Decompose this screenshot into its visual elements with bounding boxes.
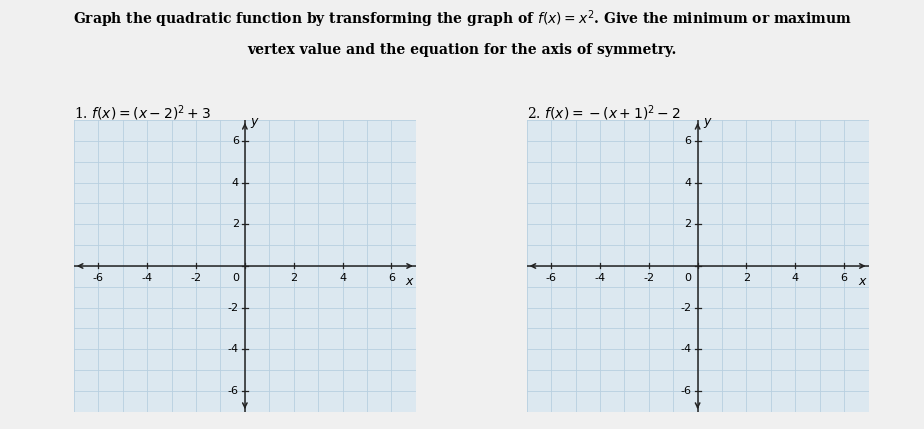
- Text: $x$: $x$: [857, 275, 868, 288]
- Text: -6: -6: [92, 273, 103, 283]
- Text: 4: 4: [339, 273, 346, 283]
- Text: -2: -2: [227, 302, 238, 313]
- Text: -4: -4: [141, 273, 152, 283]
- Text: 4: 4: [232, 178, 238, 187]
- Text: -6: -6: [227, 386, 238, 396]
- Text: $y$: $y$: [249, 116, 260, 130]
- Text: 2. $f(x) = -(x + 1)^2 - 2$: 2. $f(x) = -(x + 1)^2 - 2$: [527, 103, 680, 123]
- Text: 4: 4: [792, 273, 799, 283]
- Text: 1. $f(x) = (x - 2)^2 + 3$: 1. $f(x) = (x - 2)^2 + 3$: [74, 103, 211, 123]
- Text: 0: 0: [232, 273, 238, 283]
- Text: -4: -4: [227, 344, 238, 354]
- Text: 6: 6: [232, 136, 238, 146]
- Text: vertex value and the equation for the axis of symmetry.: vertex value and the equation for the ax…: [248, 43, 676, 57]
- Text: -4: -4: [594, 273, 605, 283]
- Text: -4: -4: [680, 344, 691, 354]
- Text: Graph the quadratic function by transforming the graph of $f(x) = x^2$. Give the: Graph the quadratic function by transfor…: [73, 9, 851, 30]
- Text: $y$: $y$: [702, 116, 712, 130]
- Text: $x$: $x$: [405, 275, 415, 288]
- Text: 2: 2: [232, 219, 238, 230]
- Text: -2: -2: [680, 302, 691, 313]
- Text: 6: 6: [685, 136, 691, 146]
- Text: 0: 0: [685, 273, 691, 283]
- Text: 6: 6: [841, 273, 847, 283]
- Text: 2: 2: [685, 219, 691, 230]
- Text: -6: -6: [680, 386, 691, 396]
- Text: -6: -6: [545, 273, 556, 283]
- Text: -2: -2: [190, 273, 201, 283]
- Text: -2: -2: [643, 273, 654, 283]
- Text: 2: 2: [743, 273, 750, 283]
- Text: 4: 4: [685, 178, 691, 187]
- Text: 6: 6: [388, 273, 395, 283]
- Text: 2: 2: [290, 273, 298, 283]
